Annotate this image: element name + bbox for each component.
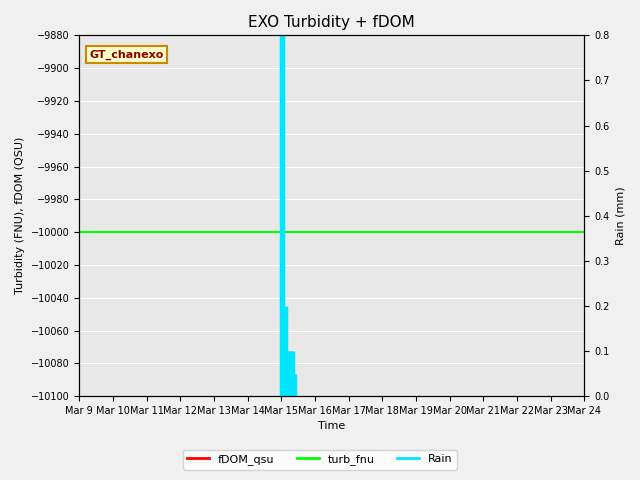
Y-axis label: Turbidity (FNU), fDOM (QSU): Turbidity (FNU), fDOM (QSU) bbox=[15, 137, 25, 294]
Title: EXO Turbidity + fDOM: EXO Turbidity + fDOM bbox=[248, 15, 415, 30]
Y-axis label: Rain (mm): Rain (mm) bbox=[615, 186, 625, 245]
X-axis label: Time: Time bbox=[318, 421, 346, 432]
Text: GT_chanexo: GT_chanexo bbox=[89, 50, 164, 60]
Legend: fDOM_qsu, turb_fnu, Rain: fDOM_qsu, turb_fnu, Rain bbox=[182, 450, 458, 469]
